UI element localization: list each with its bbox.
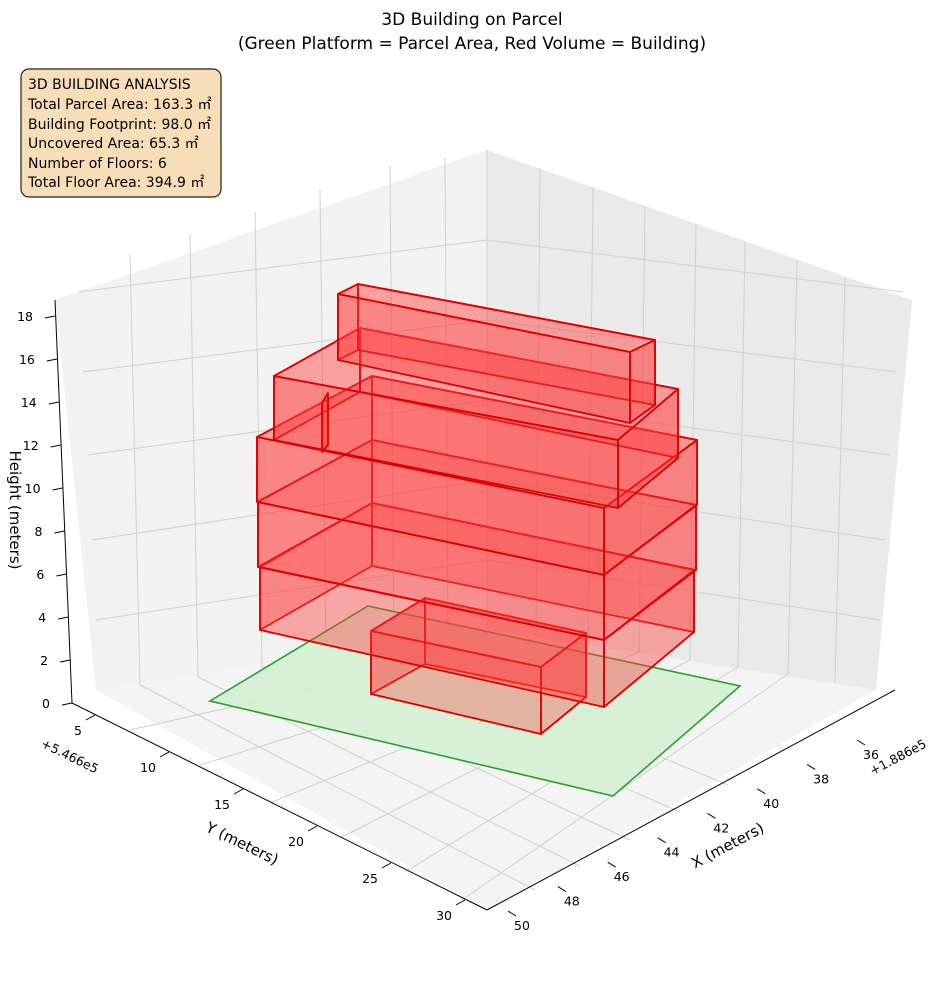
x-tick-mark [657,837,666,844]
x-tick-label: 40 [763,796,779,811]
x-tick-label: 46 [614,869,630,884]
x-axis-ticks: 36 38 40 42 44 46 48 50 [507,739,879,933]
y-tick-label: 5 [74,723,82,738]
chart-title-line-2: (Green Platform = Parcel Area, Red Volum… [238,34,706,54]
x-tick-mark [507,910,517,917]
y-tick-mark [455,899,466,906]
x-axis [486,689,896,911]
chart-title-line-1: 3D Building on Parcel [381,10,562,30]
y-tick-label: 15 [214,797,230,812]
y-tick-mark [233,788,244,795]
y-tick-mark [307,825,318,832]
z-tick-mark [56,573,67,577]
z-tick-label: 10 [25,481,41,496]
z-axis [54,299,73,704]
annotation-line: Total Parcel Area: 163.3 ㎡ [27,97,212,113]
x-tick-label: 38 [813,771,829,786]
z-tick-label: 6 [36,567,44,582]
z-tick-mark [54,530,65,534]
x-tick-label: 44 [664,845,680,860]
z-tick-label: 2 [40,653,48,668]
annotation-box [20,68,222,198]
y-offset-label: +5.466e5 [39,736,101,777]
y-tick-label: 25 [362,871,378,886]
z-tick-mark [52,487,63,491]
z-tick-mark [44,315,56,319]
annotation-line: Building Footprint: 98.0 ㎡ [28,117,211,133]
y-axis-ticks: 5 10 15 20 25 30 [74,714,466,923]
y-axis [71,702,488,911]
x-tick-mark [806,764,816,770]
z-tick-label: 14 [21,395,37,410]
z-tick-mark [48,401,59,405]
building-face [337,283,656,353]
building-face [256,375,698,509]
analysis-annotation: 3D BUILDING ANALYSIS Total Parcel Area: … [20,68,222,198]
x-tick-label: 36 [863,747,879,762]
z-tick-mark [50,444,61,448]
x-tick-mark [856,739,866,746]
annotation-line: Total Floor Area: 394.9 ㎡ [27,175,204,191]
x-tick-mark [707,812,716,819]
x-tick-mark [757,788,766,795]
y-axis-label: Y (meters) [202,818,281,869]
z-tick-label: 8 [34,524,42,539]
building-volume [256,283,698,735]
x-tick-mark [607,861,616,868]
right-pane [487,150,912,690]
x-tick-label: 48 [564,894,580,909]
z-tick-label: 18 [17,309,33,324]
left-pane [55,150,487,690]
y-tick-mark [159,751,170,758]
z-axis-label: Height (meters) [6,451,24,570]
building-face [321,392,329,453]
z-tick-label: 0 [42,696,50,711]
z-axis-ticks: 0 2 4 6 8 10 12 14 16 18 [17,309,73,711]
x-tick-mark [557,886,567,892]
y-tick-mark [85,714,96,721]
annotation-line: 3D BUILDING ANALYSIS [28,77,191,93]
x-tick-label: 50 [514,918,530,933]
x-tick-label: 42 [713,820,729,835]
parcel-platform [207,605,742,797]
z-tick-label: 16 [19,352,35,367]
building-face [370,597,587,668]
y-tick-label: 10 [140,760,156,775]
annotation-line: Uncovered Area: 65.3 ㎡ [28,136,199,152]
z-tick-mark [61,702,73,706]
z-tick-label: 4 [38,610,46,625]
z-tick-mark [60,659,71,663]
annotation-line: Number of Floors: 6 [28,156,167,172]
z-tick-mark [46,358,57,362]
y-tick-label: 20 [288,834,304,849]
y-tick-mark [381,862,392,869]
z-tick-mark [58,616,69,620]
y-tick-label: 30 [436,908,452,923]
z-tick-label: 12 [23,438,39,453]
